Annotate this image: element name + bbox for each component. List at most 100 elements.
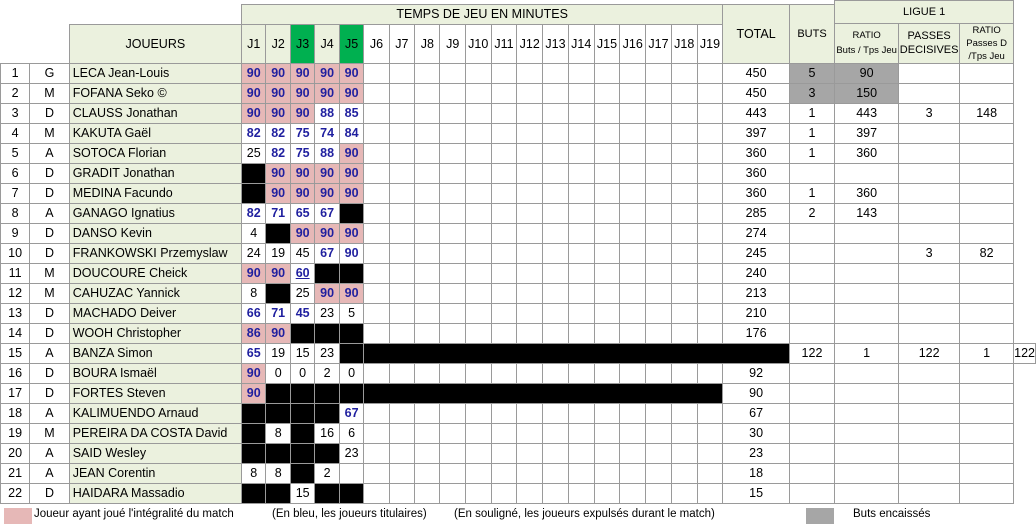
game-minutes-cell: [363, 242, 390, 264]
game-minutes-cell: 90: [240, 362, 267, 384]
game-minutes-cell: [439, 102, 466, 124]
game-minutes-cell: 0: [289, 362, 316, 384]
game-minutes-cell: 15: [289, 482, 316, 504]
game-minutes-cell: 23: [338, 442, 365, 464]
game-minutes-cell: [265, 402, 291, 424]
game-minutes-cell: [363, 362, 390, 384]
game-minutes-cell: 4: [240, 222, 267, 244]
player-position: M: [29, 282, 70, 304]
legend-pink-swatch: [4, 508, 32, 524]
passes-cell: [898, 382, 961, 404]
game-minutes-cell: [516, 362, 544, 384]
game-minutes-cell: [414, 242, 441, 264]
game-minutes-cell: [645, 222, 672, 244]
player-row: 1 G LECA Jean-Louis 90 90 90 90 90 450 5 90: [0, 62, 1036, 84]
game-minutes-cell: [670, 202, 698, 224]
ratio-passes-cell: [959, 162, 1015, 184]
game-minutes-cell: [265, 442, 291, 464]
player-position: D: [29, 322, 70, 344]
ratio-passes-cell: [959, 422, 1015, 444]
game-minutes-cell: [490, 422, 518, 444]
game-minutes-cell: [645, 82, 672, 104]
game-minutes-cell: [567, 322, 595, 344]
ratio-passes-sub1: Passes D: [966, 37, 1007, 49]
game-minutes-cell: [388, 202, 416, 224]
game-minutes-cell: [414, 102, 441, 124]
player-row: 9 D DANSO Kevin 4 90 90 90 274: [0, 222, 1036, 244]
game-minutes-cell: [388, 102, 416, 124]
ratio-buts-cell: [834, 322, 900, 344]
game-minutes-cell: [289, 402, 316, 424]
game-minutes-cell: [240, 422, 267, 444]
passes-cell: [898, 422, 961, 444]
player-number: 1: [0, 62, 31, 84]
game-minutes-cell: [542, 442, 569, 464]
game-minutes-cell: [645, 202, 672, 224]
ratio-passes-cell: [959, 282, 1015, 304]
game-minutes-cell: [645, 422, 672, 444]
game-minutes-cell: [542, 322, 569, 344]
buts-cell: 2: [788, 202, 836, 224]
game-minutes-cell: [619, 362, 647, 384]
ratio-buts-cell: [834, 382, 900, 404]
game-minutes-cell: [696, 262, 724, 284]
game-minutes-cell: [619, 242, 647, 264]
game-minutes-cell: [593, 402, 621, 424]
buts-cell: [788, 362, 836, 384]
game-minutes-cell: [696, 242, 724, 264]
legend-blue-note: (En bleu, les joueurs titulaires): [272, 508, 427, 520]
buts-cell: 5: [788, 62, 836, 84]
player-position: A: [29, 442, 70, 464]
game-minutes-cell: [388, 282, 416, 304]
game-minutes-cell: 19: [265, 342, 291, 364]
game-minutes-cell: [670, 422, 698, 444]
game-minutes-cell: 90: [314, 82, 340, 104]
game-minutes-cell: [439, 402, 466, 424]
passes-cell: [898, 322, 961, 344]
game-minutes-cell: [567, 282, 595, 304]
game-minutes-cell: 74: [314, 122, 340, 144]
game-minutes-cell: [490, 142, 518, 164]
game-minutes-cell: [542, 482, 569, 504]
game-minutes-cell: 6: [338, 422, 365, 444]
buts-cell: [788, 242, 836, 264]
game-minutes-cell: [645, 402, 672, 424]
ratio-buts-cell: 90: [834, 62, 900, 84]
ratio-buts-cell: 360: [834, 182, 900, 204]
player-position: A: [29, 342, 70, 364]
game-minutes-cell: [388, 222, 416, 244]
game-minutes-cell: 45: [289, 242, 316, 264]
game-minutes-cell: [593, 62, 621, 84]
game-minutes-cell: [619, 142, 647, 164]
game-minutes-cell: [490, 82, 518, 104]
game-minutes-cell: [289, 322, 316, 344]
game-minutes-cell: [516, 182, 544, 204]
game-minutes-cell: 8: [240, 462, 267, 484]
game-minutes-cell: 82: [265, 122, 291, 144]
legend-gray-swatch: [806, 508, 834, 524]
player-number: 17: [0, 382, 31, 404]
ratio-buts-cell: [834, 302, 900, 324]
player-name: SAID Wesley: [68, 442, 242, 464]
game-minutes-cell: [619, 62, 647, 84]
game-minutes-cell: 0: [338, 362, 365, 384]
game-minutes-cell: 90: [265, 102, 291, 124]
game-minutes-cell: 71: [265, 302, 291, 324]
game-minutes-cell: [439, 202, 466, 224]
game-minutes-cell: [696, 142, 724, 164]
ratio-passes-cell: [959, 142, 1015, 164]
game-minutes-cell: [388, 182, 416, 204]
ratio-buts-cell: 150: [834, 82, 900, 104]
temps-de-jeu-title: TEMPS DE JEU EN MINUTES: [240, 3, 724, 26]
buts-cell: [788, 322, 836, 344]
game-minutes-cell: [414, 282, 441, 304]
game-minutes-cell: [696, 422, 724, 444]
game-minutes-cell: [414, 82, 441, 104]
journee-header: J12: [516, 24, 544, 64]
game-minutes-cell: [619, 482, 647, 504]
buts-cell: 1: [788, 142, 836, 164]
game-minutes-cell: [696, 222, 724, 244]
player-position: M: [29, 422, 70, 444]
game-minutes-cell: [490, 262, 518, 284]
game-minutes-cell: [464, 162, 492, 184]
